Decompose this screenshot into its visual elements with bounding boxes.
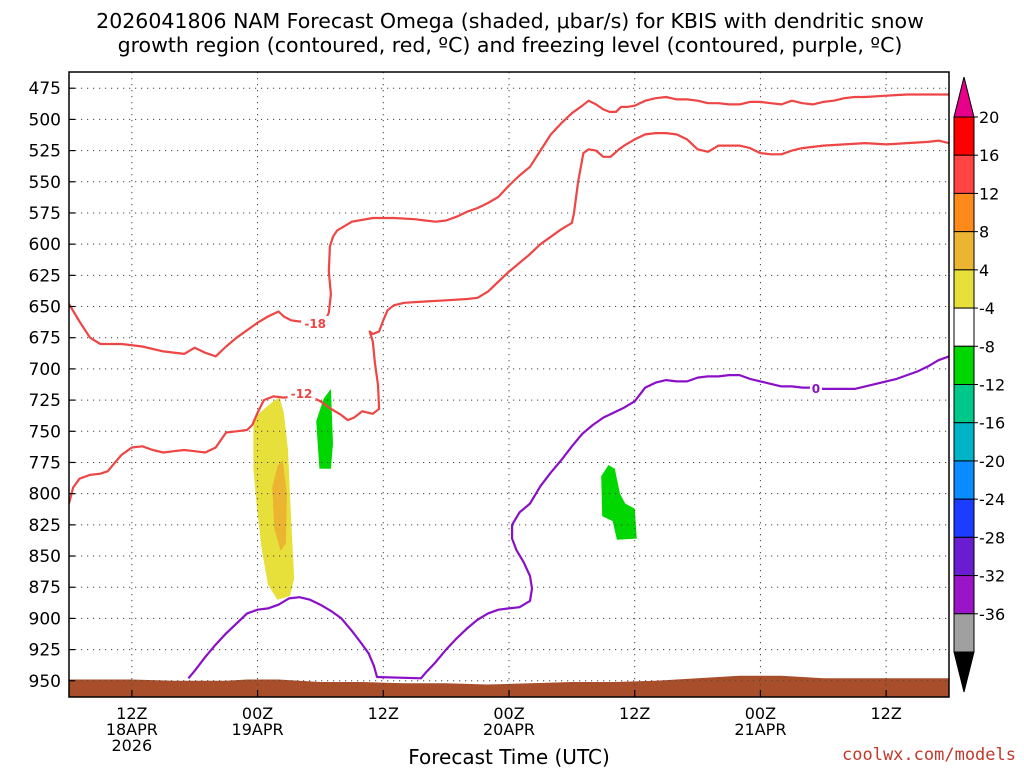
- y-tick-label-875: 875: [29, 578, 61, 598]
- x-axis-label: Forecast Time (UTC): [408, 745, 610, 768]
- colorbar-label: -36: [979, 605, 1005, 624]
- y-tick-label-725: 725: [29, 391, 61, 411]
- contour-line-0: [187, 355, 949, 680]
- colorbar-label: -24: [979, 490, 1005, 509]
- y-tick-label-800: 800: [29, 485, 61, 505]
- x-tick-label: 00Z: [493, 704, 524, 723]
- x-tick-label: 00Z: [745, 704, 776, 723]
- chart-title-line1: 2026041806 NAM Forecast Omega (shaded, μ…: [96, 9, 924, 33]
- colorbar-swatch-11: [953, 536, 975, 577]
- colorbar-label: -32: [979, 567, 1005, 586]
- contours: -18 -12 0: [69, 93, 949, 680]
- y-tick-label-500: 500: [29, 110, 61, 130]
- colorbar-label: 16: [979, 146, 999, 165]
- plot-area: -18 -12 0: [68, 71, 950, 698]
- omega-region-3: [601, 465, 637, 540]
- y-tick-label-925: 925: [29, 641, 61, 661]
- y-tick-label-525: 525: [29, 142, 61, 162]
- x-tick-label: 00Z: [242, 704, 273, 723]
- colorbar-swatch-13: [953, 613, 975, 653]
- y-tick-label-600: 600: [29, 235, 61, 255]
- colorbar-swatch-3: [953, 231, 975, 271]
- y-tick-label-825: 825: [29, 516, 61, 536]
- y-tick-label-475: 475: [29, 79, 61, 99]
- colorbar-swatch-10: [953, 498, 975, 538]
- contour-label: -12: [291, 387, 313, 401]
- colorbar-label: 20: [979, 108, 999, 127]
- colorbar-label: -12: [979, 376, 1005, 395]
- x-tick-label: 19APR: [232, 720, 284, 739]
- omega-region-2: [316, 388, 333, 469]
- y-tick-label-775: 775: [29, 453, 61, 473]
- y-tick-label-675: 675: [29, 329, 61, 349]
- colorbar-swatch-4: [953, 269, 975, 309]
- y-tick-label-650: 650: [29, 298, 61, 318]
- contour-line-neg18: [69, 93, 949, 358]
- y-tick-label-750: 750: [29, 422, 61, 442]
- y-axis: 475 500 525 550 575 600 625 650 675 700 725 750 775 8…: [29, 79, 75, 692]
- contour-line-neg12: [69, 132, 949, 504]
- x-tick-label: 2026: [111, 736, 152, 755]
- credit-text: coolwx.com/models: [842, 745, 1016, 765]
- y-tick-label-700: 700: [29, 360, 61, 380]
- grid-lines: [69, 72, 949, 697]
- colorbar-label: -16: [979, 414, 1005, 433]
- contour-label: -18: [304, 317, 326, 331]
- colorbar-swatch-0: [953, 116, 975, 156]
- contour-label-bg: [809, 380, 822, 395]
- x-tick-label: 12Z: [368, 704, 399, 723]
- colorbar-label: 12: [979, 184, 999, 203]
- y-tick-label-550: 550: [29, 173, 61, 193]
- x-tick-label: 18APR: [106, 720, 158, 739]
- colorbar-swatch-1: [953, 154, 975, 194]
- colorbar-swatch-8: [953, 422, 975, 462]
- x-tick-label: 21APR: [734, 720, 786, 739]
- colorbar-label: -28: [979, 528, 1005, 547]
- colorbar-swatch-5: [953, 307, 975, 347]
- contour-label-bg: [301, 315, 330, 330]
- contour-label: 0: [812, 382, 820, 396]
- colorbar-swatch-6: [953, 345, 975, 385]
- colorbar-label: -4: [979, 299, 995, 318]
- colorbar-label: 4: [979, 261, 989, 280]
- omega-shading: [253, 388, 637, 600]
- y-tick-label-575: 575: [29, 204, 61, 224]
- contour-label-bg: [287, 385, 316, 400]
- x-tick-label: 12Z: [619, 704, 650, 723]
- colorbar-label: -20: [979, 452, 1005, 471]
- chart-title-line2: growth region (contoured, red, ºC) and f…: [118, 33, 903, 57]
- colorbar-swatch-9: [953, 460, 975, 500]
- colorbar-swatch-12: [953, 575, 975, 615]
- y-tick-label-625: 625: [29, 266, 61, 286]
- y-tick-label-950: 950: [29, 672, 61, 692]
- x-tick-label: 20APR: [483, 720, 535, 739]
- colorbar-top-arrow: [953, 76, 975, 118]
- colorbar-label: -8: [979, 337, 995, 356]
- colorbar-swatch-7: [953, 384, 975, 424]
- y-tick-label-900: 900: [29, 609, 61, 629]
- colorbar-swatch-2: [953, 192, 975, 233]
- y-tick-label-850: 850: [29, 547, 61, 567]
- x-tick-label: 12Z: [116, 704, 147, 723]
- colorbar-label: 8: [979, 223, 989, 242]
- x-tick-label: 12Z: [870, 704, 901, 723]
- colorbar: 20 16 12 8 4 -4 -8 -12 -16 -20 -24 -28 -32 -36: [953, 76, 1005, 693]
- colorbar-bottom-arrow: [953, 651, 975, 693]
- omega-region-1: [272, 460, 287, 551]
